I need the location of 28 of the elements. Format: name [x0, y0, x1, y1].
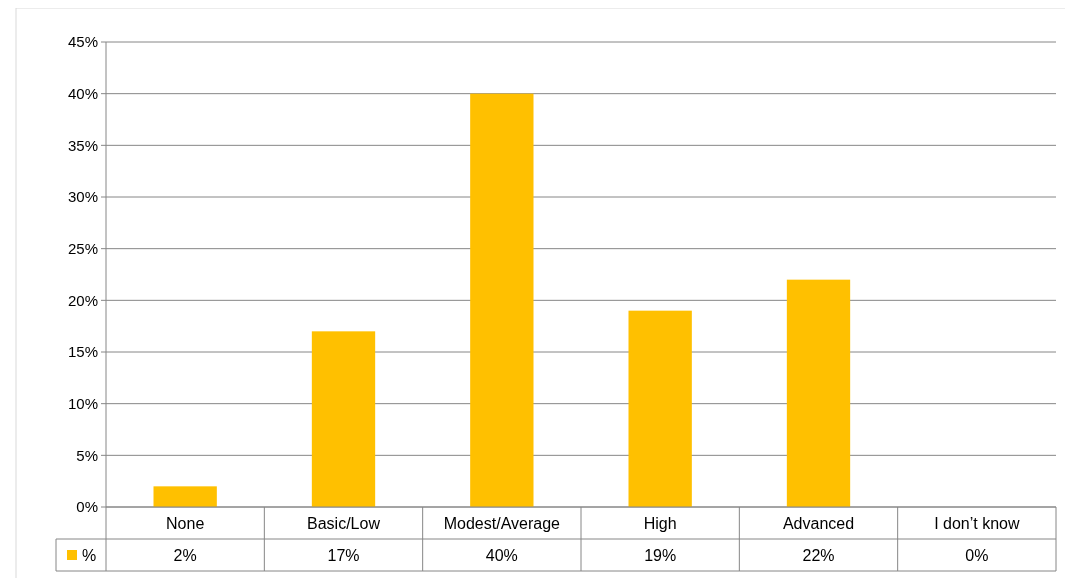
bar	[470, 93, 534, 507]
y-tick-label: 30%	[67, 188, 98, 206]
bar	[153, 486, 217, 507]
y-tick-label: 35%	[67, 136, 98, 154]
data-label: 0%	[965, 546, 989, 564]
legend-label: %	[82, 546, 97, 564]
data-label: 40%	[485, 546, 518, 564]
x-tick-label: None	[166, 514, 205, 532]
y-tick-label: 0%	[76, 498, 98, 516]
data-label: 19%	[644, 546, 677, 564]
x-tick-label: High	[643, 514, 677, 532]
x-tick-label: Advanced	[782, 514, 855, 532]
x-tick-label: Basic/Low	[307, 514, 381, 532]
y-tick-label: 15%	[67, 343, 98, 361]
y-tick-label: 45%	[67, 33, 98, 51]
bar	[311, 331, 376, 507]
x-tick-label: I don’t know	[934, 514, 1020, 532]
y-tick-label: 10%	[67, 394, 98, 412]
bar	[786, 279, 851, 507]
bar	[628, 310, 692, 507]
y-tick-label: 25%	[67, 239, 98, 257]
y-tick-label: 40%	[67, 84, 98, 102]
y-tick-label: 5%	[76, 446, 98, 464]
data-label: 22%	[802, 546, 835, 564]
x-tick-label: Modest/Average	[443, 514, 561, 532]
data-label: 2%	[173, 546, 197, 564]
y-tick-label: 20%	[67, 291, 98, 309]
data-label: 17%	[327, 546, 360, 564]
